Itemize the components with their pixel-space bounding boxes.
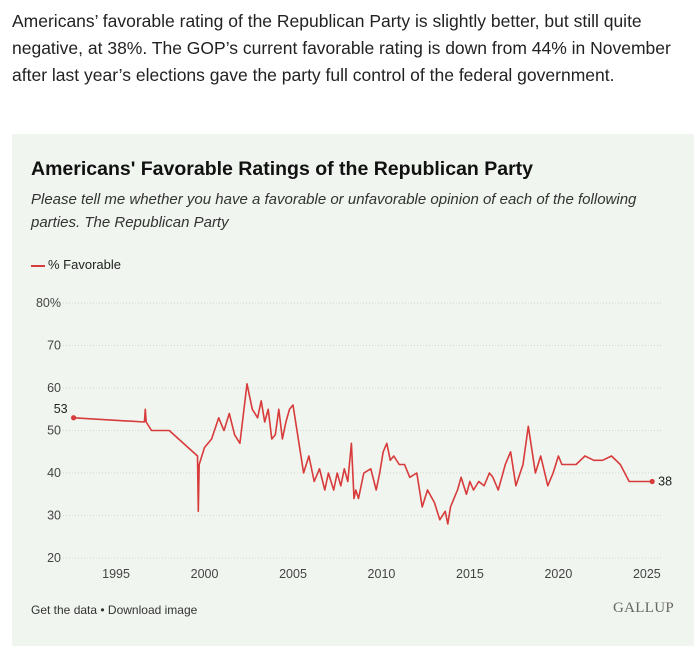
x-tick-label: 2015 xyxy=(456,567,484,581)
chart-panel: Americans' Favorable Ratings of the Repu… xyxy=(12,134,694,646)
end-data-label: 38 xyxy=(658,475,672,489)
x-tick-label: 2025 xyxy=(633,567,661,581)
gallup-logo: GALLUP xyxy=(613,600,674,616)
footer-separator: • xyxy=(97,603,108,617)
y-tick-label: 30 xyxy=(47,509,61,523)
x-tick-label: 2000 xyxy=(191,567,219,581)
start-data-label: 53 xyxy=(54,402,68,416)
y-tick-label: 50 xyxy=(47,424,61,438)
download-image-link[interactable]: Download image xyxy=(107,603,198,617)
line-chart: 20 30 40 50 60 70 80% 1995 2000 2005 2010 2015 2020 2… xyxy=(36,296,672,581)
legend-label: % Favorable xyxy=(48,257,121,272)
x-tick-label: 2020 xyxy=(544,567,572,581)
y-tick-label: 60 xyxy=(47,381,61,395)
x-tick-label: 1995 xyxy=(102,567,130,581)
x-tick-label: 2010 xyxy=(368,567,396,581)
y-tick-label: 80% xyxy=(36,296,61,310)
intro-paragraph: Americans’ favorable rating of the Repub… xyxy=(12,11,671,85)
chart-footer: Get the data • Download image xyxy=(31,603,197,617)
x-tick-label: 2005 xyxy=(279,567,307,581)
chart-legend: % Favorable xyxy=(31,257,121,272)
y-tick-label: 70 xyxy=(47,339,61,353)
start-point xyxy=(71,415,77,421)
y-tick-label: 40 xyxy=(47,466,61,480)
chart-subtitle: Please tell me whether you have a favora… xyxy=(31,191,637,231)
end-point xyxy=(649,478,655,485)
chart-title: Americans' Favorable Ratings of the Repu… xyxy=(31,158,534,180)
get-data-link[interactable]: Get the data xyxy=(31,603,98,617)
series-line-favorable xyxy=(73,383,653,525)
y-tick-label: 20 xyxy=(47,551,61,565)
legend-swatch xyxy=(31,264,45,267)
